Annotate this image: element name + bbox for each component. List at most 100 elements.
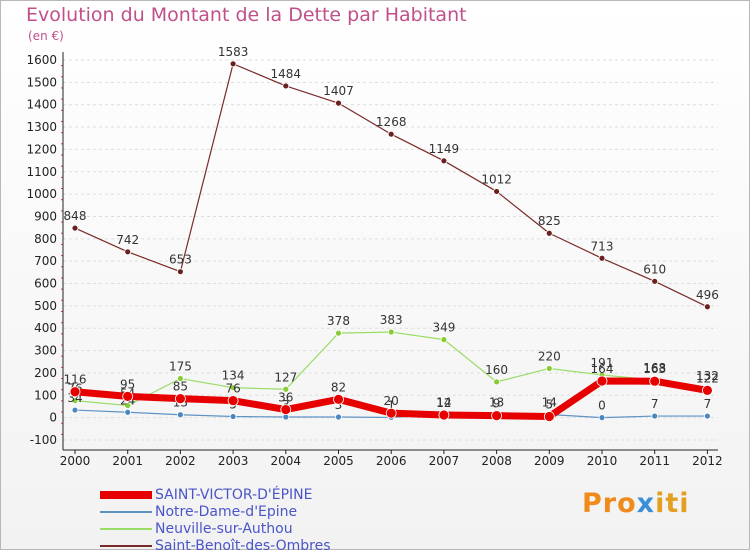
data-label: 9	[493, 397, 501, 411]
data-label: 168	[643, 361, 666, 375]
y-tick-label: 1100	[26, 165, 57, 179]
data-label: 220	[538, 349, 561, 363]
data-point	[229, 413, 237, 420]
chart-unit-label: (en €)	[28, 29, 64, 43]
y-tick-label: 400	[34, 321, 57, 335]
y-tick-label: 1400	[26, 98, 57, 112]
data-point	[493, 378, 501, 386]
data-point	[229, 60, 237, 68]
data-label: 7	[704, 397, 712, 411]
data-point	[387, 130, 395, 138]
data-label: 742	[116, 233, 139, 247]
data-point	[333, 393, 344, 405]
data-point	[649, 375, 661, 387]
data-point	[69, 386, 81, 398]
x-tick-label: 2001	[112, 454, 143, 468]
data-label: 349	[432, 321, 455, 335]
y-tick-label: 500	[34, 299, 57, 313]
x-tick-label: 2008	[481, 454, 512, 468]
x-tick-label: 2012	[692, 454, 723, 468]
data-point	[545, 365, 553, 372]
data-point	[282, 385, 290, 393]
series-line-0	[74, 63, 709, 308]
y-tick-label: 1600	[26, 53, 57, 67]
logo-text-iti: iti	[655, 488, 690, 519]
data-point	[335, 413, 342, 421]
data-point	[124, 248, 132, 256]
data-point	[440, 336, 448, 344]
data-point	[702, 384, 713, 396]
data-point	[282, 82, 290, 90]
data-point	[176, 375, 184, 382]
data-label: 383	[380, 313, 403, 327]
data-point	[491, 410, 503, 422]
data-point	[438, 409, 450, 421]
data-label: 160	[485, 363, 508, 377]
legend-swatch	[100, 511, 152, 513]
y-tick-label: 800	[34, 232, 57, 246]
y-tick-label: 900	[34, 209, 57, 223]
data-label: 1268	[376, 115, 407, 129]
data-label: 1484	[271, 67, 302, 81]
data-point	[229, 384, 237, 392]
data-label: 132	[696, 369, 719, 383]
data-label: 82	[331, 380, 346, 394]
data-label: 20	[384, 394, 399, 408]
data-point	[71, 397, 79, 405]
data-label: 3	[335, 398, 343, 412]
x-tick-label: 2010	[587, 454, 618, 468]
data-label: 713	[591, 239, 614, 253]
data-point	[704, 412, 711, 420]
y-tick-label: 100	[34, 388, 57, 402]
data-label: 76	[225, 382, 240, 396]
data-label: 0	[598, 399, 606, 413]
data-label: 1	[387, 398, 395, 412]
data-point	[596, 375, 608, 387]
legend-swatch	[100, 545, 152, 547]
legend-label: Saint-Benoît-des-Ombres	[155, 538, 331, 554]
data-label: 1583	[218, 45, 249, 59]
y-tick-label: 1500	[26, 75, 57, 89]
data-label: 116	[64, 373, 87, 387]
chart-title: Evolution du Montant de la Dette par Hab…	[26, 4, 467, 26]
data-label: 36	[278, 391, 293, 405]
x-tick-label: 2011	[639, 454, 670, 468]
data-point	[124, 408, 132, 416]
y-tick-label: 600	[34, 277, 57, 291]
data-label: 496	[696, 288, 719, 302]
data-point	[280, 404, 292, 416]
data-point	[71, 224, 79, 232]
proxiti-logo: Proxiti	[582, 488, 690, 519]
data-label: 1012	[481, 172, 512, 186]
y-tick-label: 1000	[26, 187, 57, 201]
x-tick-label: 2000	[60, 454, 91, 468]
data-point	[543, 411, 555, 422]
data-label: 7	[651, 397, 659, 411]
data-label: 378	[327, 314, 350, 328]
data-label: 134	[222, 369, 245, 383]
data-label: 12	[436, 396, 451, 410]
data-label: 13	[489, 396, 504, 410]
data-point	[651, 412, 659, 420]
data-point	[545, 229, 553, 237]
data-point	[651, 277, 659, 285]
data-label: 191	[591, 356, 614, 370]
x-tick-label: 2006	[376, 454, 407, 468]
legend-swatch	[100, 491, 152, 499]
data-point	[385, 407, 397, 419]
data-label: 610	[643, 262, 666, 276]
y-tick-label: 1200	[26, 142, 57, 156]
legend-label: Notre-Dame-d'Epine	[155, 504, 298, 520]
data-point	[124, 402, 132, 409]
data-point	[704, 303, 711, 311]
y-tick-label: 1300	[26, 120, 57, 134]
data-point	[493, 188, 501, 195]
data-label: 95	[120, 377, 135, 391]
data-point	[227, 395, 239, 407]
data-point	[174, 393, 186, 405]
data-label: 164	[591, 362, 614, 376]
data-label: 127	[274, 370, 297, 384]
x-tick-label: 2007	[429, 454, 460, 468]
